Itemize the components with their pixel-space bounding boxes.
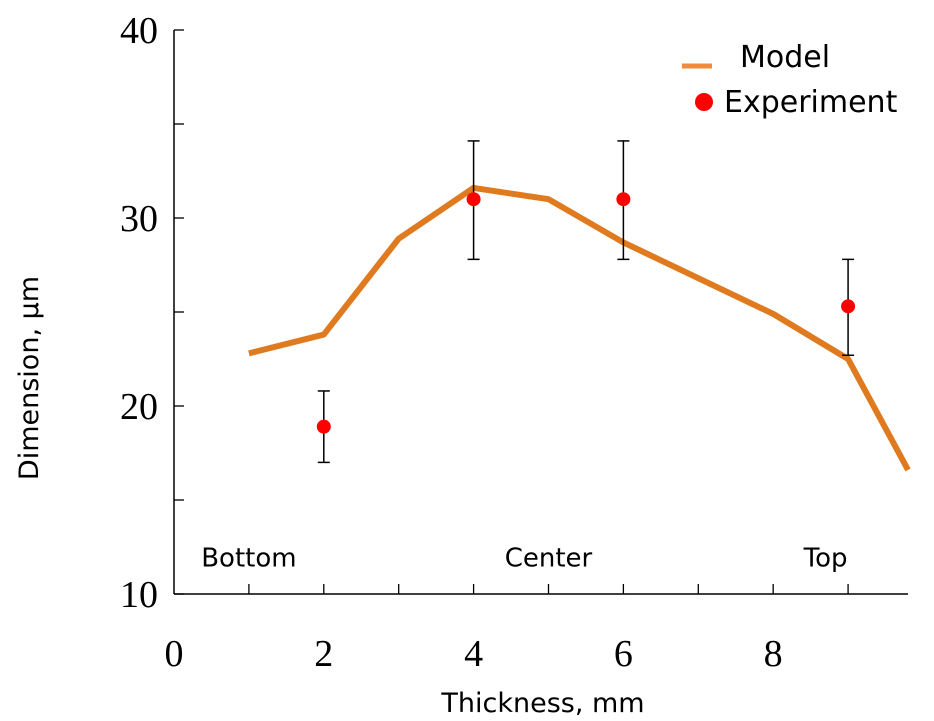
region-annotation: Top: [803, 543, 848, 573]
x-tick-label: 0: [165, 633, 184, 675]
experiment-point: [616, 192, 631, 207]
x-axis-label: Thickness, mm: [440, 688, 644, 719]
x-tick-label: 4: [464, 633, 483, 675]
y-tick-label: 40: [120, 10, 158, 52]
annotations: Bottom Center Top: [201, 543, 847, 573]
legend-model-label: Model: [740, 40, 830, 75]
y-tick-label: 20: [120, 386, 158, 428]
legend-experiment-label: Experiment: [724, 85, 898, 120]
y-tick-label: 10: [120, 574, 158, 616]
y-axis-label: Dimension, µm: [14, 276, 45, 480]
tick-labels: 10 20 30 40 0 2 4 6 8: [120, 10, 783, 675]
x-tick-label: 8: [764, 633, 783, 675]
region-annotation: Center: [505, 543, 593, 573]
legend-experiment-marker: [695, 93, 713, 111]
model-line: [248, 184, 911, 472]
experiment-point: [841, 299, 856, 314]
experiment-point: [466, 192, 481, 207]
series-layer: [248, 140, 911, 472]
legend: Model Experiment: [682, 40, 898, 120]
x-tick-label: 2: [314, 633, 333, 675]
experiment-point: [316, 419, 331, 434]
ticks: [174, 29, 849, 595]
region-annotation: Bottom: [201, 543, 296, 573]
x-tick-label: 6: [614, 633, 633, 675]
y-tick-label: 30: [120, 198, 158, 240]
